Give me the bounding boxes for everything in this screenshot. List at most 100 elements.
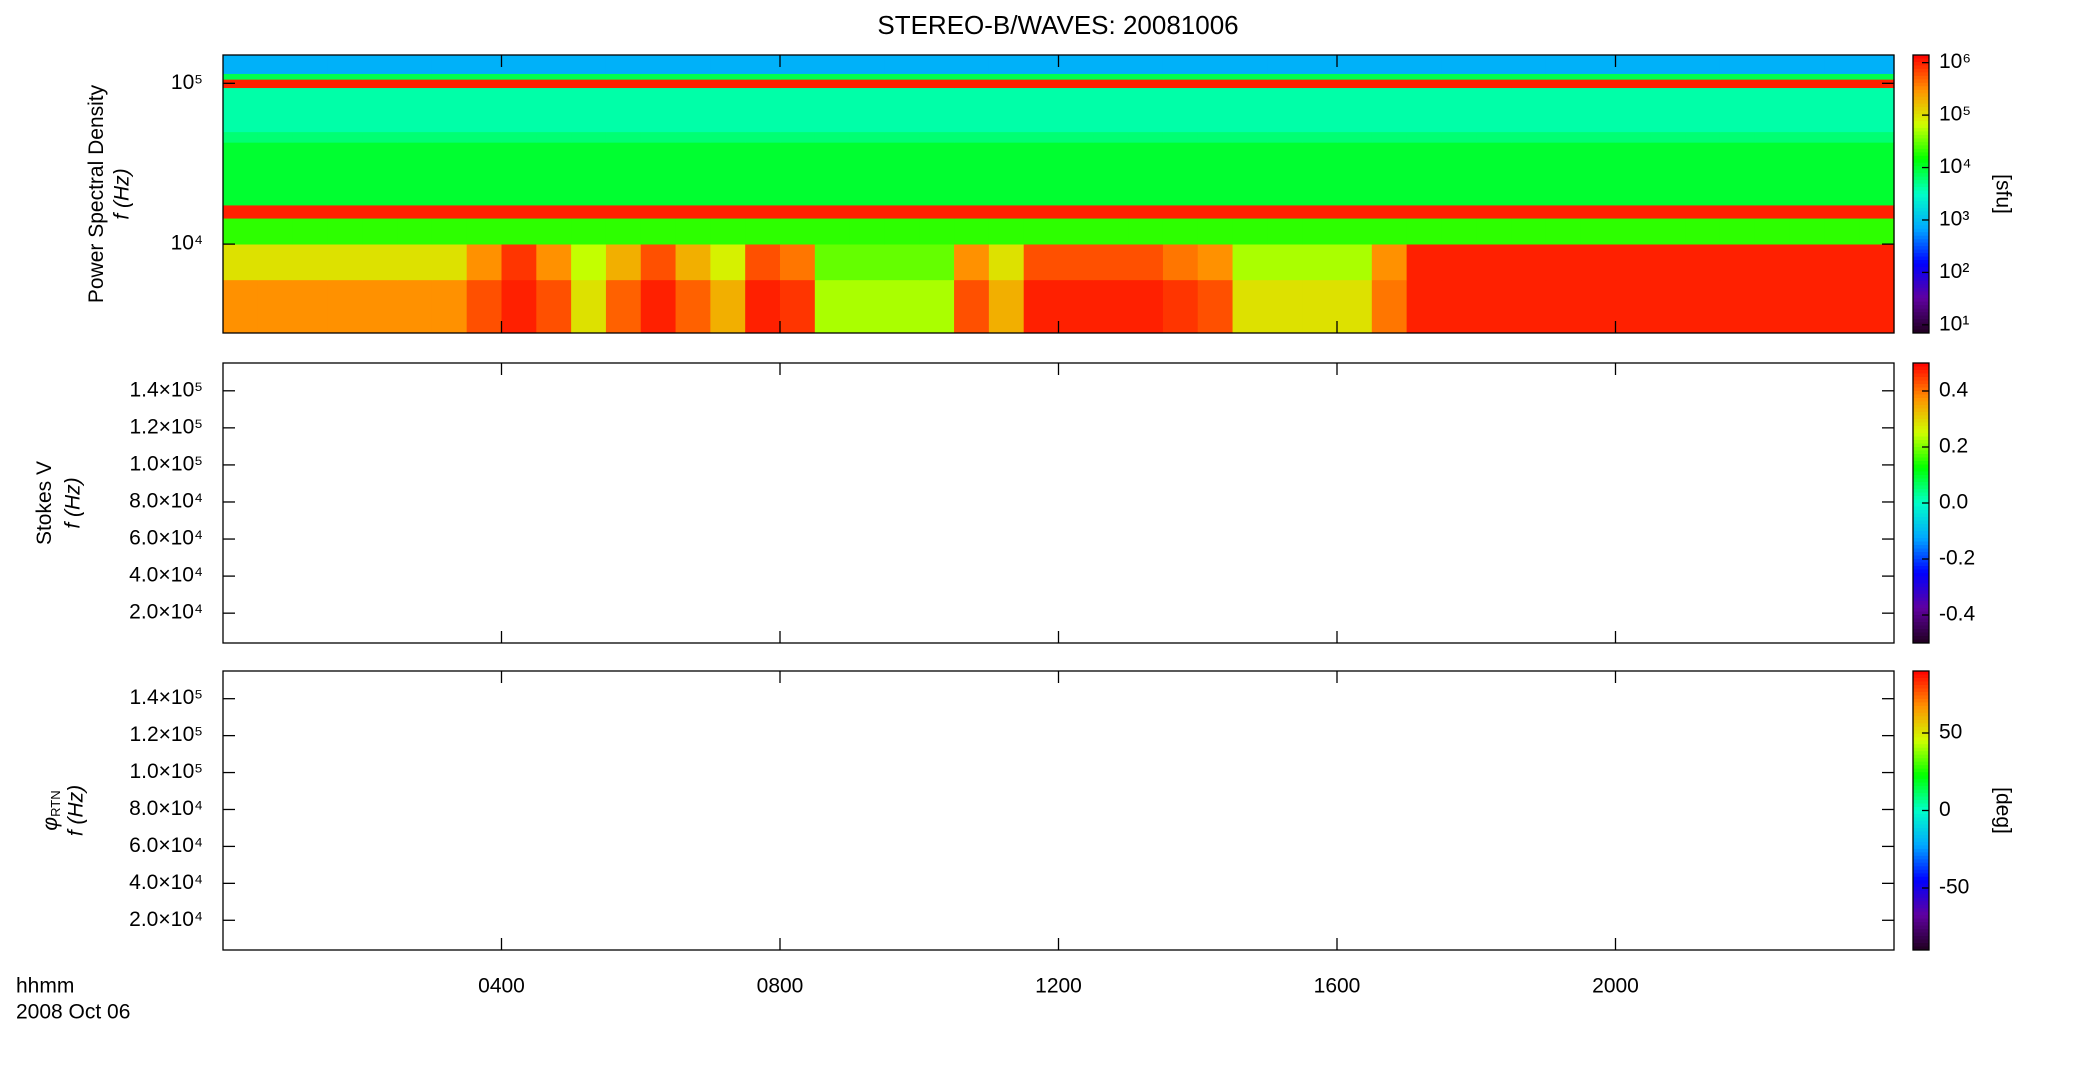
- heatmap-cell: [675, 79, 711, 89]
- heatmap-cell: [1128, 55, 1164, 74]
- heatmap-cell: [466, 131, 503, 143]
- colorbar-strip: [1913, 779, 1929, 784]
- colorbar-strip: [1913, 744, 1929, 749]
- heatmap-cell: [1545, 218, 1582, 245]
- heatmap-cell: [988, 142, 1025, 206]
- heatmap-cell: [919, 87, 955, 133]
- heatmap-cell: [1650, 142, 1686, 206]
- heatmap-cell: [919, 79, 955, 89]
- heatmap-cell: [814, 79, 851, 89]
- heatmap-cell: [884, 244, 920, 281]
- colorbar-strip: [1913, 716, 1929, 721]
- heatmap-cell: [431, 218, 468, 245]
- heatmap-cell: [292, 218, 329, 245]
- heatmap-cell: [397, 218, 433, 245]
- heatmap-cell: [849, 73, 886, 80]
- heatmap-cell: [501, 279, 537, 334]
- heatmap-cell: [675, 205, 711, 219]
- heatmap-cell: [954, 87, 990, 133]
- heatmap-cell: [257, 73, 294, 80]
- colorbar-strip: [1913, 883, 1929, 888]
- heatmap-cell: [1406, 55, 1443, 74]
- heatmap-cell: [1406, 87, 1443, 133]
- heatmap-cell: [1754, 244, 1791, 281]
- colorbar-strip: [1913, 148, 1929, 153]
- colorbar-strip: [1913, 559, 1929, 563]
- heatmap-cell: [1302, 279, 1338, 334]
- colorbar-frame: [1912, 54, 1930, 334]
- y-tick-label: 8.0×10⁴: [129, 490, 203, 513]
- heatmap-cell: [814, 218, 851, 245]
- heatmap-cell: [1406, 279, 1443, 334]
- heatmap-cell: [536, 142, 572, 206]
- colorbar-strip: [1913, 294, 1929, 299]
- heatmap-cell: [780, 205, 816, 219]
- colorbar-strip: [1913, 737, 1929, 742]
- heatmap-cell: [1337, 205, 1373, 219]
- heatmap-cell: [954, 55, 990, 74]
- heatmap-cell: [292, 131, 329, 143]
- y-tick-label: 2.0×10⁴: [129, 908, 203, 931]
- heatmap-cell: [1093, 131, 1129, 143]
- heatmap-cell: [1789, 205, 1825, 219]
- colorbar-strip: [1913, 68, 1929, 73]
- heatmap-cell: [1232, 131, 1268, 143]
- colorbar-strip: [1913, 782, 1929, 787]
- heatmap-cell: [1824, 131, 1860, 143]
- heatmap-cell: [1476, 218, 1512, 245]
- colorbar-strip: [1913, 232, 1929, 237]
- heatmap-cell: [223, 218, 259, 245]
- heatmap-cell: [605, 79, 642, 89]
- heatmap-cell: [1754, 79, 1791, 89]
- heatmap-cell: [988, 73, 1025, 80]
- heatmap-cell: [919, 279, 955, 334]
- colorbar-strip: [1913, 751, 1929, 756]
- heatmap-cell: [1162, 87, 1199, 133]
- colorbar-strip: [1913, 936, 1929, 941]
- heatmap-cell: [571, 79, 607, 89]
- heatmap-cell: [1058, 244, 1094, 281]
- heatmap-cell: [1859, 218, 1895, 245]
- heatmap-cell: [292, 87, 329, 133]
- heatmap-cell: [1406, 244, 1443, 281]
- heatmap-cell: [327, 205, 363, 219]
- colorbar-strip: [1913, 503, 1929, 507]
- heatmap-cell: [1093, 73, 1129, 80]
- heatmap-cell: [1719, 218, 1756, 245]
- heatmap-cell: [501, 79, 537, 89]
- heatmap-cell: [223, 142, 259, 206]
- heatmap-cell: [1685, 87, 1721, 133]
- colorbar-strip: [1913, 775, 1929, 780]
- heatmap-cell: [257, 142, 294, 206]
- colorbar-strip: [1913, 82, 1929, 87]
- y-axis-title: φRTN: [39, 790, 64, 830]
- heatmap-cell: [1650, 279, 1686, 334]
- colorbar-strip: [1913, 363, 1929, 367]
- heatmap-cell: [1754, 218, 1791, 245]
- colorbar-strip: [1913, 520, 1929, 525]
- heatmap-cell: [1058, 79, 1094, 89]
- colorbar-strip: [1913, 817, 1929, 822]
- heatmap-cell: [257, 218, 294, 245]
- colorbar-strip: [1913, 573, 1929, 577]
- colorbar-strip: [1913, 855, 1929, 860]
- heatmap-cell: [1058, 131, 1094, 143]
- heatmap-cell: [884, 87, 920, 133]
- colorbar-strip: [1913, 698, 1929, 703]
- heatmap-cell: [1232, 142, 1268, 206]
- heatmap-cell: [1511, 244, 1547, 281]
- heatmap-cell: [1267, 218, 1303, 245]
- heatmap-cell: [640, 87, 677, 133]
- colorbar-strip: [1913, 61, 1929, 66]
- colorbar-strip: [1913, 408, 1929, 413]
- heatmap-cell: [431, 55, 468, 74]
- colorbar-strip: [1913, 173, 1929, 178]
- heatmap-cell: [1128, 205, 1164, 219]
- heatmap-cell: [1128, 244, 1164, 281]
- heatmap-cell: [362, 131, 398, 143]
- colorbar-strip: [1913, 387, 1929, 392]
- heatmap-cell: [327, 279, 363, 334]
- heatmap-cell: [1093, 142, 1129, 206]
- heatmap-cell: [1685, 55, 1721, 74]
- heatmap-cell: [675, 131, 711, 143]
